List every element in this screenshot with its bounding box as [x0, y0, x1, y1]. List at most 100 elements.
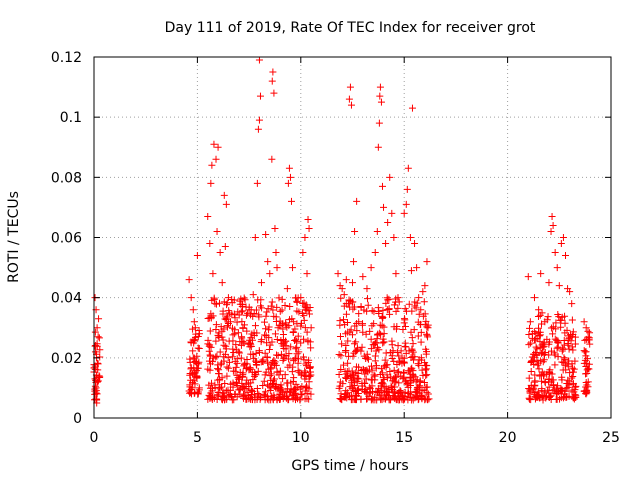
data-point: [538, 349, 546, 357]
data-point: [534, 313, 542, 321]
data-point: [534, 391, 542, 399]
data-point: [212, 321, 220, 329]
data-point: [342, 276, 350, 284]
data-point: [341, 393, 349, 401]
data-point: [230, 296, 238, 304]
data-point: [251, 322, 259, 330]
data-point: [259, 382, 267, 390]
data-point: [276, 367, 284, 375]
data-point: [231, 314, 239, 322]
data-point: [291, 325, 299, 333]
data-point: [423, 383, 431, 391]
data-point: [557, 323, 565, 331]
data-point: [93, 324, 101, 332]
data-point: [276, 307, 284, 315]
data-point: [223, 299, 231, 307]
data-point: [195, 345, 203, 353]
data-point: [305, 378, 313, 386]
data-point: [242, 395, 250, 403]
data-point: [423, 371, 431, 379]
data-point: [238, 300, 246, 308]
data-point: [355, 318, 363, 326]
data-point: [307, 324, 315, 332]
axis-ticks: 0 5 10 15 20 25 0 0.02 0.04 0.06 0.08 0.1 0.12: [51, 50, 620, 446]
data-point: [569, 368, 577, 376]
data-point: [390, 234, 398, 241]
data-point: [401, 305, 409, 313]
data-point: [378, 182, 386, 190]
data-point: [248, 391, 256, 399]
data-point: [347, 101, 355, 109]
data-point: [408, 334, 416, 342]
data-point: [232, 363, 240, 371]
data-point: [187, 389, 195, 397]
data-point: [263, 308, 271, 316]
data-point: [422, 361, 430, 369]
data-point: [415, 361, 423, 369]
data-point: [390, 366, 398, 374]
data-point: [342, 330, 350, 338]
data-point: [345, 296, 353, 304]
data-point: [558, 386, 566, 394]
data-point: [368, 307, 376, 315]
data-point: [249, 376, 257, 384]
data-point: [223, 395, 231, 403]
data-point: [359, 365, 367, 373]
data-point: [389, 347, 397, 355]
data-point: [553, 390, 561, 398]
data-point: [302, 384, 310, 392]
data-point: [394, 304, 402, 312]
data-point: [94, 333, 102, 341]
data-point: [371, 357, 379, 365]
data-point: [208, 296, 216, 304]
data-point: [187, 339, 195, 347]
data-point: [350, 258, 358, 266]
data-point: [357, 302, 365, 310]
data-point: [189, 347, 197, 355]
data-point: [371, 339, 379, 347]
data-point: [96, 346, 104, 354]
data-point: [335, 351, 343, 359]
data-point: [224, 294, 232, 302]
data-point: [395, 379, 403, 387]
data-point: [207, 314, 215, 322]
data-point: [290, 318, 298, 326]
data-point: [94, 366, 102, 374]
data-point: [269, 306, 277, 314]
data-point: [557, 394, 565, 402]
data-point: [232, 378, 240, 386]
data-point: [582, 324, 590, 332]
data-point: [345, 367, 353, 375]
data-point: [344, 300, 352, 308]
data-point: [268, 361, 276, 369]
data-point: [411, 298, 419, 306]
data-point: [301, 372, 309, 380]
data-point: [289, 264, 297, 272]
data-point: [188, 384, 196, 392]
data-point: [559, 234, 567, 241]
data-point: [393, 360, 401, 368]
data-point: [528, 330, 536, 338]
data-point: [383, 371, 391, 379]
data-point: [549, 330, 557, 338]
data-point: [566, 288, 574, 296]
data-point: [292, 345, 300, 353]
data-point: [264, 305, 272, 313]
data-point: [215, 366, 223, 374]
data-point: [412, 304, 420, 312]
data-point: [208, 358, 216, 366]
data-point: [377, 98, 385, 106]
data-point: [262, 368, 270, 376]
data-point: [297, 339, 305, 347]
data-point: [558, 387, 566, 395]
data-point: [250, 309, 258, 317]
data-point: [353, 386, 361, 394]
data-point: [230, 396, 238, 404]
data-point: [568, 374, 576, 382]
data-point: [393, 349, 401, 357]
data-point: [349, 279, 356, 287]
data-point: [275, 294, 283, 302]
data-point: [93, 390, 101, 398]
data-point: [277, 386, 285, 394]
data-point: [195, 386, 203, 394]
